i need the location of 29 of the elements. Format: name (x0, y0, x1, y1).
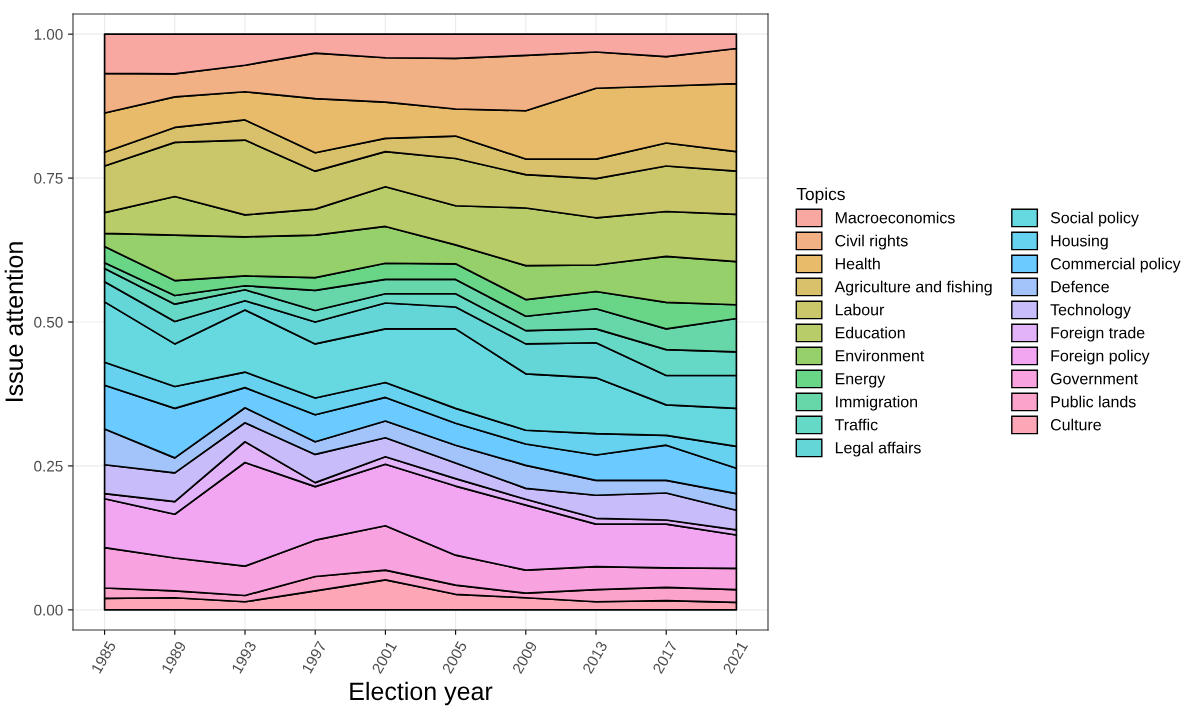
legend-label: Foreign policy (1051, 349, 1150, 365)
legend-label: Commercial policy (1050, 257, 1181, 273)
legend-label: Housing (1051, 234, 1108, 250)
legend-label: Traffic (834, 418, 878, 431)
legend-label: Civil rights (835, 234, 908, 250)
legend-title: Topics (796, 187, 845, 204)
legend-label: Education (835, 326, 905, 339)
legend-label: Public lands (1051, 395, 1136, 408)
legend-label: Agriculture and fishing (834, 280, 992, 296)
legend-label: Government (1050, 373, 1138, 385)
y-tick-label: 0.75 (34, 172, 63, 184)
y-tick-label: 0.00 (34, 604, 63, 616)
legend-label: Health (835, 257, 880, 270)
y-tick-label: 1.00 (34, 29, 63, 40)
y-tick-label: 0.25 (34, 460, 63, 472)
y-tick-label: 0.50 (34, 316, 63, 328)
legend-label: Defence (1051, 280, 1109, 293)
legend-label: Immigration (836, 395, 917, 411)
legend-label: Energy (835, 373, 886, 388)
x-axis-title: Election year (350, 681, 493, 706)
legend-label: Social policy (1050, 211, 1139, 227)
legend-label: Legal affairs (835, 441, 921, 457)
y-axis-title: Issue attention (4, 242, 24, 401)
legend-label: Culture (1050, 418, 1101, 431)
legend-label: Environment (835, 349, 925, 362)
legend-label: Labour (835, 303, 885, 316)
legend-label: Macroeconomics (835, 211, 955, 224)
legend-label: Foreign trade (1051, 326, 1145, 342)
legend-label: Technology (1050, 303, 1131, 319)
